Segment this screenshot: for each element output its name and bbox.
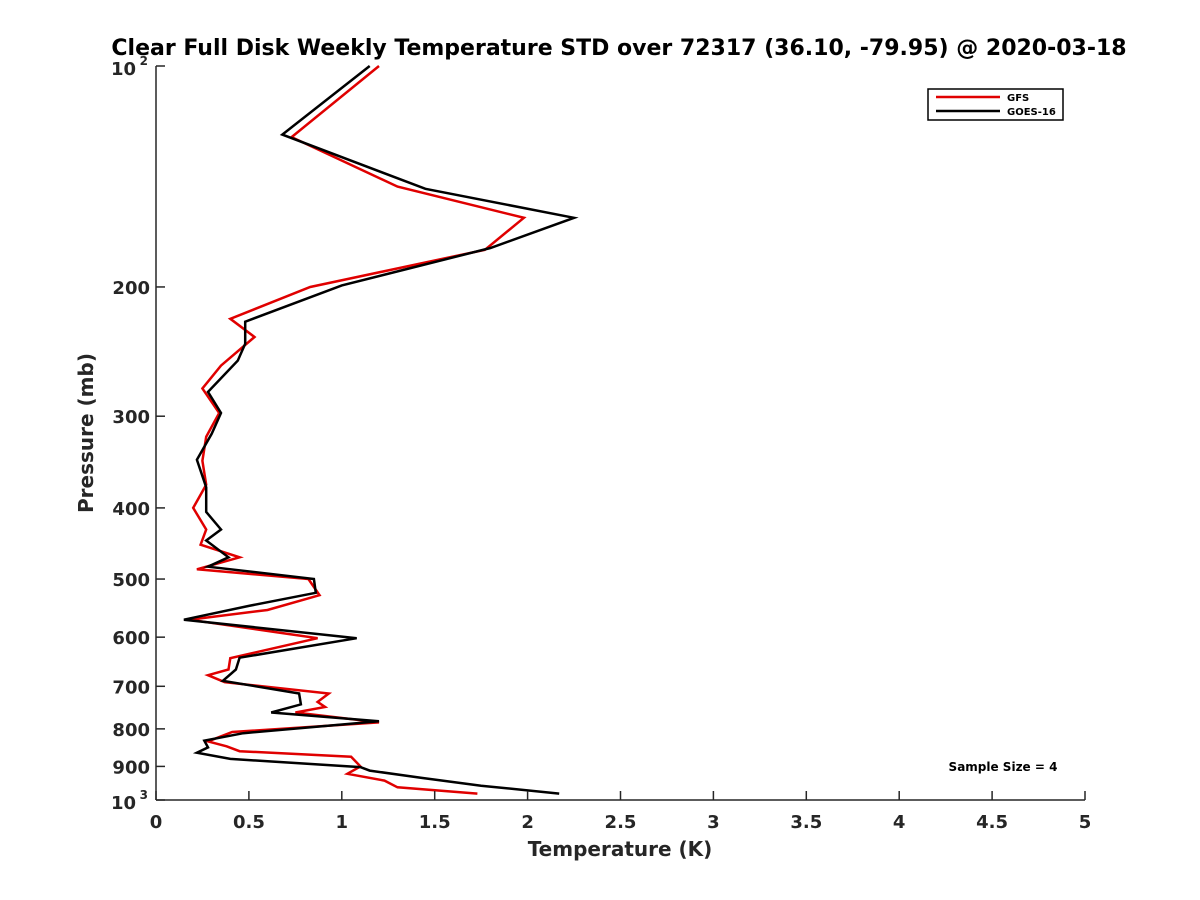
x-ticks: 0 0.5 1 1.5 2 2.5 3 3.5 4 4.5 5 [150,791,1092,833]
series-line-goes-16 [183,65,579,795]
series-layer [183,65,579,795]
x-tick-label: 1.5 [419,812,451,833]
x-tick-label: 3 [707,812,720,833]
y-tick-label: 200 [112,278,150,299]
legend-label: GOES-16 [1007,107,1056,118]
x-tick-label: 2.5 [605,812,637,833]
y-ticks: 10 2 200 300 400 500 600 700 800 900 10 3 [111,54,165,814]
x-tick-label: 4.5 [976,812,1008,833]
y-tick-label: 800 [112,720,150,741]
x-tick-label: 3.5 [790,812,822,833]
legend: GFS GOES-16 [927,88,1064,121]
y-tick-exponent: 2 [140,54,148,68]
x-tick-label: 0 [150,812,163,833]
y-axis-label: Pressure (mb) [74,353,98,513]
series-line-gfs [189,65,527,795]
y-tick-label: 500 [112,570,150,591]
y-tick-label: 700 [112,677,150,698]
x-tick-label: 2 [521,812,534,833]
y-tick-label: 10 [111,793,136,814]
chart-title: Clear Full Disk Weekly Temperature STD o… [111,36,1126,61]
y-tick-label: 400 [112,499,150,520]
y-tick-label: 600 [112,628,150,649]
y-tick-exponent: 3 [140,788,148,802]
x-axis-label: Temperature (K) [528,837,713,861]
x-tick-label: 4 [893,812,906,833]
y-tick-label: 900 [112,757,150,778]
x-tick-label: 0.5 [233,812,265,833]
x-tick-label: 1 [336,812,349,833]
y-tick-label: 300 [112,407,150,428]
sample-size-annotation: Sample Size = 4 [949,760,1058,774]
legend-label: GFS [1007,93,1029,104]
legend-box [927,88,1064,121]
y-tick-label: 10 [111,59,136,80]
x-tick-label: 5 [1079,812,1092,833]
